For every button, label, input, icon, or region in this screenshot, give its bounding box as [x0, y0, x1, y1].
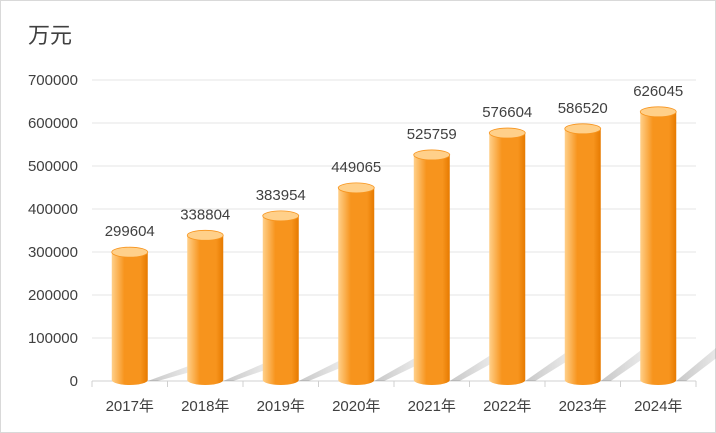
- data-label: 299604: [105, 223, 155, 240]
- bar: [111, 252, 148, 385]
- x-tick-label: 2021年: [408, 398, 456, 415]
- data-label: 576604: [482, 104, 532, 121]
- x-tick-label: 2024年: [634, 398, 682, 415]
- x-tick-label: 2023年: [559, 398, 607, 415]
- y-tick-label: 100000: [28, 330, 78, 347]
- y-tick-label: 400000: [28, 201, 78, 218]
- y-tick-label: 600000: [28, 115, 78, 132]
- bar-top: [488, 127, 526, 139]
- bar: [187, 235, 224, 385]
- bar-top: [186, 229, 224, 241]
- bar: [413, 154, 450, 385]
- data-label: 449065: [331, 159, 381, 176]
- y-tick-label: 0: [70, 373, 78, 390]
- bar-top: [564, 123, 602, 135]
- data-label: 626045: [633, 83, 683, 100]
- data-label: 338804: [180, 206, 230, 223]
- y-tick-label: 500000: [28, 158, 78, 175]
- bar-top: [337, 182, 375, 194]
- data-label: 586520: [558, 100, 608, 117]
- x-tick-label: 2017年: [106, 398, 154, 415]
- y-axis-unit-label: 万元: [28, 24, 73, 49]
- x-tick-label: 2020年: [332, 398, 380, 415]
- x-tick-label: 2018年: [181, 398, 229, 415]
- y-tick-label: 300000: [28, 244, 78, 261]
- bar: [338, 187, 375, 385]
- bar-top: [111, 246, 149, 258]
- bar-top: [413, 149, 451, 161]
- bar-top: [639, 106, 677, 118]
- y-tick-label: 700000: [28, 72, 78, 89]
- x-tick-label: 2019年: [257, 398, 305, 415]
- bar: [564, 128, 601, 386]
- data-label: 383954: [256, 187, 306, 204]
- data-label: 525759: [407, 126, 457, 143]
- y-tick-label: 200000: [28, 287, 78, 304]
- bar-top: [262, 210, 300, 222]
- bar: [640, 111, 677, 385]
- bar: [262, 215, 299, 385]
- x-tick-label: 2022年: [483, 398, 531, 415]
- bar-shadow: [676, 347, 716, 381]
- bar: [489, 133, 526, 385]
